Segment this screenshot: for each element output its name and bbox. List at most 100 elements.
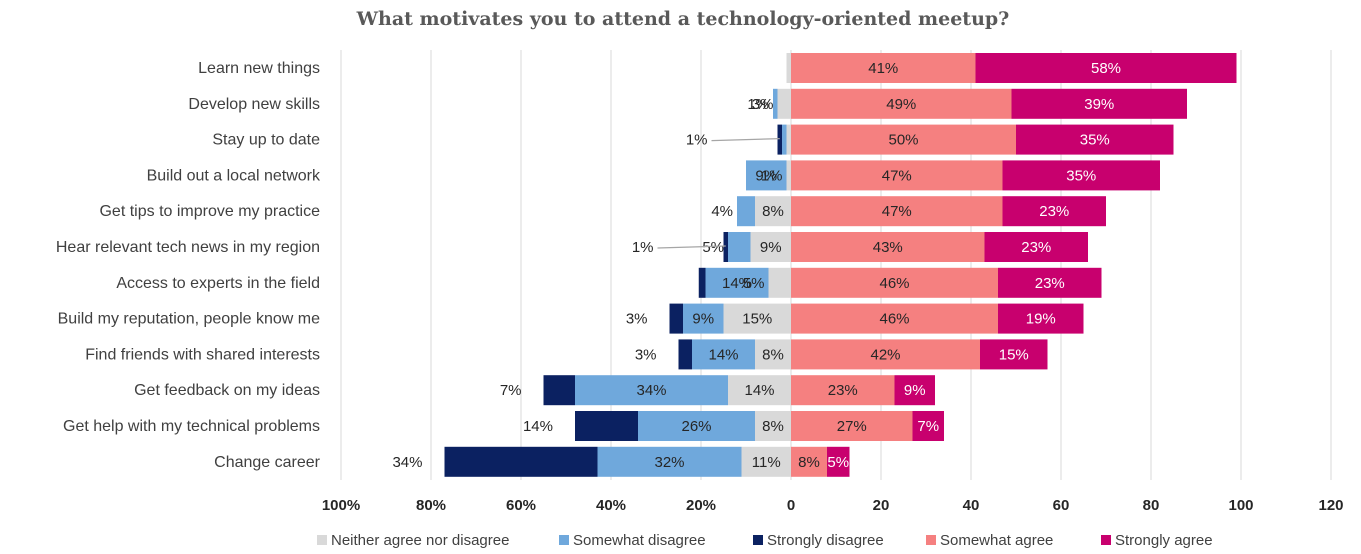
bar-segment — [705, 267, 769, 298]
category-label: Change career — [214, 454, 321, 471]
bar-segment — [755, 196, 791, 227]
bar-segment — [791, 411, 913, 441]
data-label: 47% — [882, 203, 912, 220]
bar-segment — [543, 375, 575, 406]
bar-segment — [755, 411, 791, 441]
bars — [444, 53, 1237, 477]
legend-swatch — [317, 535, 327, 545]
data-label: 9% — [755, 167, 777, 184]
data-label: 4% — [711, 203, 733, 220]
data-label: 9% — [760, 239, 782, 256]
bar-segment — [678, 339, 692, 370]
data-label: 1% — [686, 132, 708, 149]
data-label: 50% — [888, 132, 918, 149]
legend-swatch — [926, 535, 936, 545]
category-label: Stay up to date — [212, 132, 320, 149]
bar-segment — [1002, 196, 1106, 227]
x-tick-label: 120 — [1318, 497, 1343, 514]
bar-segment — [894, 375, 935, 406]
bar-segment — [444, 446, 598, 477]
bar-segment — [998, 267, 1102, 298]
data-label: 32% — [654, 454, 684, 471]
data-label: 1% — [761, 167, 783, 184]
data-label: 43% — [873, 239, 903, 256]
data-label: 15% — [742, 311, 772, 328]
x-tick-label: 100% — [322, 497, 360, 514]
bar-segment — [1002, 160, 1160, 191]
x-tick-label: 40% — [596, 497, 626, 514]
bar-segment — [773, 88, 778, 119]
x-tick-label: 40 — [963, 497, 980, 514]
legend-label: Somewhat disagree — [573, 532, 706, 549]
bar-segment — [575, 411, 638, 441]
data-label: 35% — [1066, 167, 1096, 184]
bar-segment — [1016, 124, 1174, 155]
bar-segment — [755, 339, 791, 370]
bar-segment — [597, 446, 742, 477]
data-label: 5% — [827, 454, 849, 471]
category-label: Get tips to improve my practice — [99, 203, 320, 220]
legend-label: Strongly disagree — [767, 532, 884, 549]
chart-title: What motivates you to attend a technolog… — [356, 8, 1010, 30]
x-tick-label: 60% — [506, 497, 536, 514]
x-tick-label: 80 — [1143, 497, 1160, 514]
bar-segment — [984, 232, 1088, 262]
legend-swatch — [1101, 535, 1111, 545]
legend: Neither agree nor disagree Somewhat disag… — [317, 532, 1213, 549]
data-label: 23% — [1039, 203, 1069, 220]
bar-segment — [737, 196, 755, 227]
bar-segment — [692, 339, 755, 370]
x-tick-label: 100 — [1228, 497, 1253, 514]
data-label: 11% — [752, 454, 781, 471]
legend-label: Strongly agree — [1115, 532, 1213, 549]
bar-segment — [768, 267, 791, 298]
data-label: 15% — [999, 346, 1029, 363]
bar-segment — [791, 53, 976, 83]
data-label: 9% — [904, 382, 926, 399]
data-label: 58% — [1091, 60, 1121, 77]
category-label: Hear relevant tech news in my region — [56, 239, 320, 256]
bar-segment — [980, 339, 1048, 370]
bar-segment — [791, 196, 1003, 227]
data-label: 3% — [752, 96, 774, 113]
data-label: 14% — [708, 346, 738, 363]
bar-segment — [698, 267, 706, 298]
x-tick-label: 20% — [686, 497, 716, 514]
bar-segment — [575, 375, 728, 406]
leader-line — [657, 245, 726, 249]
category-label: Learn new things — [198, 60, 320, 77]
x-axis-ticks: 100% 80% 60% 40% 20% 0 20 40 60 80 100 120 — [322, 497, 1344, 514]
data-label: 7% — [917, 418, 939, 435]
data-label: 7% — [500, 382, 522, 399]
data-label: 19% — [1026, 311, 1056, 328]
bar-segment — [791, 232, 985, 262]
bar-segment — [791, 446, 827, 477]
data-label: 5% — [702, 239, 724, 256]
bar-segment — [777, 124, 782, 155]
data-label: 14% — [523, 418, 553, 435]
bar-segment — [791, 375, 895, 406]
data-label: 8% — [762, 346, 784, 363]
bar-segment — [1011, 88, 1187, 119]
bar-segment — [791, 267, 998, 298]
data-label: 34% — [636, 382, 666, 399]
data-label: 8% — [762, 203, 784, 220]
bar-segment — [683, 303, 724, 334]
x-tick-label: 20 — [873, 497, 890, 514]
data-label: 27% — [837, 418, 867, 435]
data-label: 14% — [744, 382, 774, 399]
category-label: Find friends with shared interests — [85, 346, 320, 363]
bar-segment — [791, 88, 1012, 119]
bar-segment — [669, 303, 683, 334]
legend-label: Somewhat agree — [940, 532, 1053, 549]
data-label: 47% — [882, 167, 912, 184]
bar-segment — [791, 339, 980, 370]
bar-segment — [975, 53, 1237, 83]
data-label: 39% — [1084, 96, 1114, 113]
bar-segment — [746, 160, 787, 191]
leader-line — [711, 138, 780, 142]
category-label: Get help with my technical problems — [63, 418, 320, 435]
data-label: 26% — [681, 418, 711, 435]
bar-segment — [791, 303, 998, 334]
